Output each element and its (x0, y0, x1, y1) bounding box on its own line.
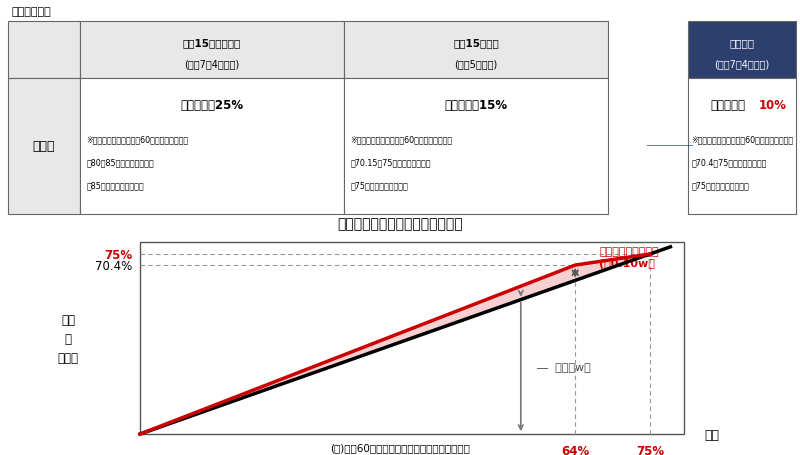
Bar (344, 22, 608, 79)
Text: ・70.4～75％：給付額は逐減: ・70.4～75％：給付額は逐減 (691, 158, 766, 167)
Text: 平成15年改正以前: 平成15年改正以前 (183, 38, 241, 48)
Text: 高年齢雇用継続給付: 高年齢雇用継続給付 (599, 246, 659, 256)
Text: ・75％以上：支給しない: ・75％以上：支給しない (691, 181, 749, 190)
Text: ※賃金と給付額の合計が60歳時賃金に比して: ※賃金と給付額の合計が60歳時賃金に比して (86, 135, 189, 144)
Text: ※賃金と給付額の合計が60歳時賃金に比して: ※賃金と給付額の合計が60歳時賃金に比して (350, 135, 453, 144)
Text: 賃金の原則: 賃金の原則 (710, 99, 745, 112)
Text: ―  賃金（w）: ― 賃金（w） (537, 362, 590, 372)
Text: ＜見直し後の制度のイメージ図＞: ＜見直し後の制度のイメージ図＞ (337, 217, 463, 231)
Text: 平成15年改正: 平成15年改正 (453, 38, 499, 48)
Bar (8, 22, 80, 79)
Text: ＜制度変遷＞: ＜制度変遷＞ (12, 6, 52, 16)
Text: 賃金の原則15%: 賃金の原則15% (445, 99, 507, 112)
Text: 70.4%: 70.4% (94, 259, 132, 272)
Text: ・70.15～75％：給付額は逐減: ・70.15～75％：給付額は逐減 (350, 158, 431, 167)
Bar (688, 22, 796, 79)
Bar (688, 79, 796, 214)
Text: 10%: 10% (758, 99, 786, 112)
Text: ・85％以上：支給しない: ・85％以上：支給しない (86, 181, 144, 190)
Text: 75%: 75% (636, 444, 664, 455)
Bar (8, 79, 80, 214)
Text: 給付率: 給付率 (33, 140, 55, 153)
Text: (同年5月施行): (同年5月施行) (454, 60, 498, 70)
Text: (令和7年4月施行): (令和7年4月施行) (714, 60, 770, 70)
Text: 見直し後: 見直し後 (730, 38, 754, 48)
Text: 賃金
＋
給付額: 賃金 ＋ 給付額 (58, 313, 78, 364)
Text: (（0.10w）: (（0.10w） (599, 258, 655, 268)
Text: ※賃金と給付額の合計が60歳時賃金に比して: ※賃金と給付額の合計が60歳時賃金に比して (691, 135, 794, 144)
Text: 賃金: 賃金 (704, 428, 719, 440)
Bar (80, 22, 344, 79)
Text: (平成7年4月創設): (平成7年4月創設) (184, 60, 240, 70)
Text: 64%: 64% (561, 444, 590, 455)
Bar (344, 79, 608, 214)
Text: ・75％以上：支給しない: ・75％以上：支給しない (350, 181, 408, 190)
Text: 75%: 75% (104, 248, 132, 261)
Text: 賃金の原則25%: 賃金の原則25% (181, 99, 243, 112)
Bar (80, 79, 344, 214)
Text: (注)％は60歳時点の賃金に対する割合である。: (注)％は60歳時点の賃金に対する割合である。 (330, 443, 470, 453)
Bar (140, 243, 684, 434)
Polygon shape (140, 254, 650, 434)
Text: ・80～85％：給付額は逐減: ・80～85％：給付額は逐減 (86, 158, 154, 167)
